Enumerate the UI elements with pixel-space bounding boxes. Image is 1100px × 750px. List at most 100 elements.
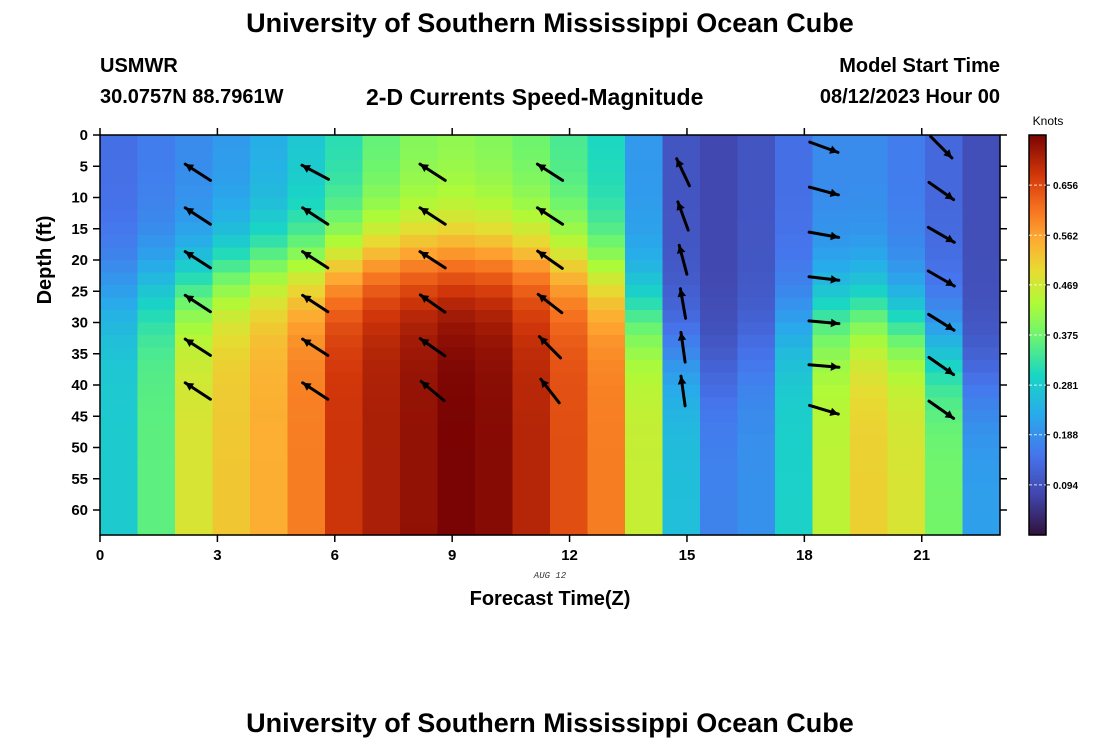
heat-cell <box>662 460 701 474</box>
heat-cell <box>887 160 926 174</box>
heat-cell <box>550 297 589 311</box>
heat-cell <box>437 347 476 361</box>
heat-cell <box>475 172 514 186</box>
heat-cell <box>812 310 851 324</box>
heat-cell <box>550 435 589 449</box>
heat-cell <box>925 472 964 486</box>
heat-cell <box>437 247 476 261</box>
heat-cell <box>550 497 589 511</box>
heat-cell <box>212 422 251 436</box>
heat-cell <box>962 172 1001 186</box>
heat-cell <box>700 397 739 411</box>
heat-cell <box>325 497 364 511</box>
heat-cell <box>812 172 851 186</box>
heat-cell <box>250 335 289 349</box>
heat-cell <box>325 460 364 474</box>
heat-cell <box>400 347 439 361</box>
heat-cell <box>400 135 439 149</box>
heat-cell <box>437 297 476 311</box>
heat-cell <box>587 422 626 436</box>
heat-cell <box>550 135 589 149</box>
heat-cell <box>137 510 176 524</box>
current-vector <box>807 362 841 371</box>
heat-cell <box>437 160 476 174</box>
heat-cell <box>887 410 926 424</box>
heat-cell <box>175 235 214 249</box>
heat-cell <box>962 222 1001 236</box>
heat-cell <box>437 422 476 436</box>
current-vector <box>808 140 840 154</box>
heat-cell <box>962 347 1001 361</box>
heat-cell <box>325 510 364 524</box>
heat-cell <box>775 285 814 299</box>
heat-cell <box>775 185 814 199</box>
heat-cell <box>287 260 326 274</box>
heat-cell <box>925 497 964 511</box>
heat-cell <box>737 297 776 311</box>
heat-cell <box>737 135 776 149</box>
heat-cell <box>137 135 176 149</box>
heat-cell <box>400 472 439 486</box>
heat-cell <box>625 335 664 349</box>
heat-cell <box>737 247 776 261</box>
heat-cell <box>812 410 851 424</box>
heat-cell <box>212 197 251 211</box>
heat-cell <box>625 272 664 286</box>
heat-cell <box>250 260 289 274</box>
heat-cell <box>625 147 664 161</box>
heat-cell <box>850 347 889 361</box>
heat-cell <box>100 485 139 499</box>
heat-cell <box>887 497 926 511</box>
heat-cell <box>137 235 176 249</box>
heat-cell <box>550 272 589 286</box>
heat-cell <box>550 372 589 386</box>
heat-cell <box>250 485 289 499</box>
heat-cell <box>512 185 551 199</box>
heat-cell <box>250 322 289 336</box>
heat-cell <box>700 172 739 186</box>
heat-cell <box>550 385 589 399</box>
heat-cell <box>287 460 326 474</box>
heat-cell <box>625 460 664 474</box>
heat-cell <box>250 222 289 236</box>
heat-cell <box>850 297 889 311</box>
heat-cell <box>325 360 364 374</box>
heat-cell <box>737 310 776 324</box>
heat-cell <box>475 197 514 211</box>
heat-cell <box>587 235 626 249</box>
heat-cell <box>887 197 926 211</box>
heat-cell <box>475 460 514 474</box>
y-tick-label: 10 <box>71 190 88 207</box>
heat-cell <box>925 322 964 336</box>
heat-cell <box>737 235 776 249</box>
heat-cell <box>212 360 251 374</box>
heat-cell <box>850 447 889 461</box>
heat-cell <box>587 247 626 261</box>
heat-cell <box>775 272 814 286</box>
heat-cell <box>437 410 476 424</box>
heat-cell <box>250 522 289 536</box>
heat-cell <box>662 510 701 524</box>
heat-cell <box>850 522 889 536</box>
heat-cell <box>887 422 926 436</box>
heat-cell <box>362 310 401 324</box>
heat-cell <box>100 210 139 224</box>
heat-cell <box>587 497 626 511</box>
heat-cell <box>550 185 589 199</box>
heat-cell <box>550 160 589 174</box>
heat-cell <box>512 510 551 524</box>
heat-cell <box>362 447 401 461</box>
heat-cell <box>812 335 851 349</box>
heat-cell <box>737 147 776 161</box>
heat-cell <box>437 460 476 474</box>
heat-cell <box>437 522 476 536</box>
heat-cell <box>250 272 289 286</box>
heat-cell <box>212 510 251 524</box>
heat-cell <box>475 247 514 261</box>
heat-cell <box>662 210 701 224</box>
heat-cell <box>250 172 289 186</box>
heat-cell <box>400 485 439 499</box>
heat-cell <box>812 522 851 536</box>
heat-cell <box>737 522 776 536</box>
heat-cell <box>775 410 814 424</box>
